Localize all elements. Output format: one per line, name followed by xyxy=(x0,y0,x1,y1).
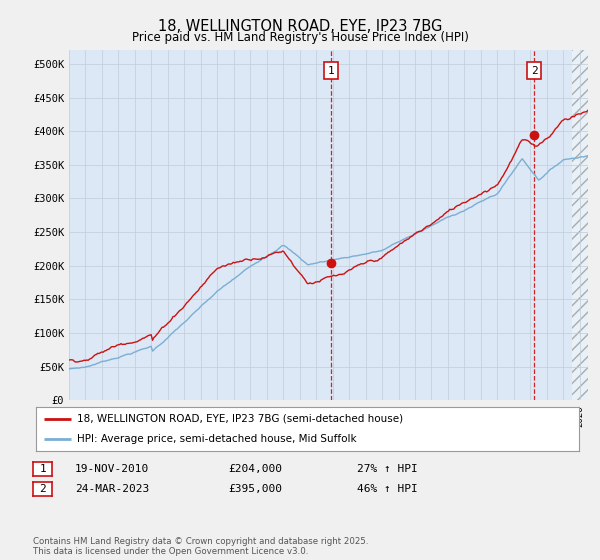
Text: 2: 2 xyxy=(531,66,538,76)
Text: HPI: Average price, semi-detached house, Mid Suffolk: HPI: Average price, semi-detached house,… xyxy=(77,434,356,444)
Bar xyxy=(572,50,588,400)
Text: 1: 1 xyxy=(328,66,334,76)
Text: 18, WELLINGTON ROAD, EYE, IP23 7BG (semi-detached house): 18, WELLINGTON ROAD, EYE, IP23 7BG (semi… xyxy=(77,414,403,424)
Bar xyxy=(572,50,588,400)
Text: 1: 1 xyxy=(39,464,46,474)
Text: 18, WELLINGTON ROAD, EYE, IP23 7BG: 18, WELLINGTON ROAD, EYE, IP23 7BG xyxy=(158,19,442,34)
Text: 24-MAR-2023: 24-MAR-2023 xyxy=(75,484,149,494)
Text: £204,000: £204,000 xyxy=(228,464,282,474)
Text: Price paid vs. HM Land Registry's House Price Index (HPI): Price paid vs. HM Land Registry's House … xyxy=(131,31,469,44)
Text: 2: 2 xyxy=(39,484,46,493)
Text: £395,000: £395,000 xyxy=(228,484,282,494)
Text: 46% ↑ HPI: 46% ↑ HPI xyxy=(357,484,418,494)
Text: 19-NOV-2010: 19-NOV-2010 xyxy=(75,464,149,474)
Text: Contains HM Land Registry data © Crown copyright and database right 2025.
This d: Contains HM Land Registry data © Crown c… xyxy=(33,536,368,556)
Text: 27% ↑ HPI: 27% ↑ HPI xyxy=(357,464,418,474)
